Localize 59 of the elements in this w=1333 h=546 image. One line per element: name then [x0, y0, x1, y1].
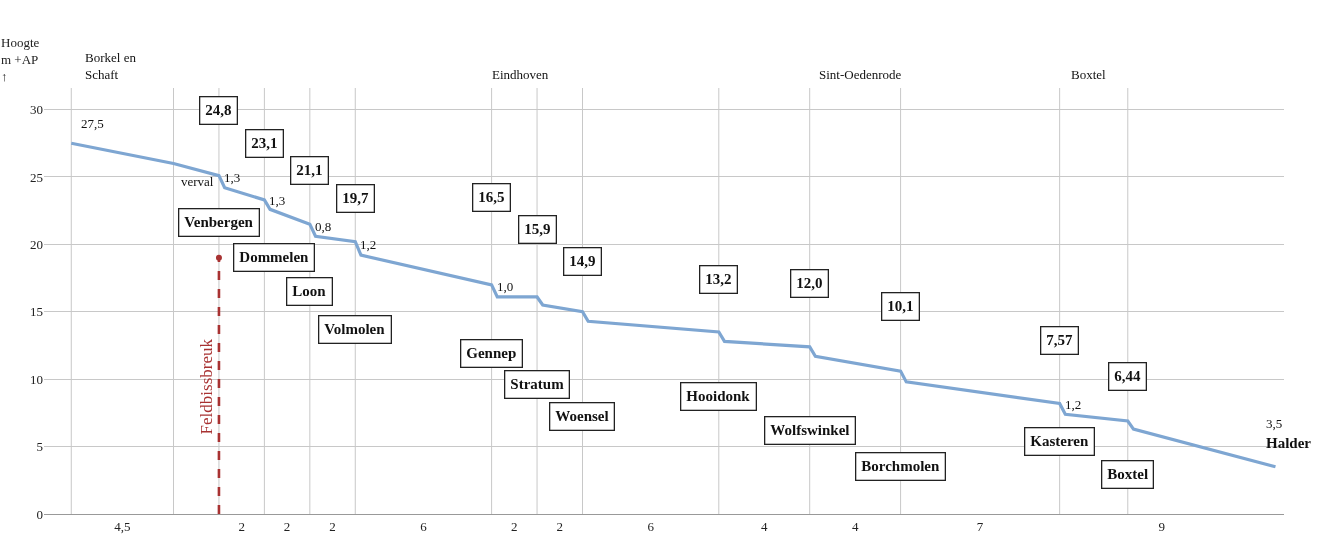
- annotation: 1,2: [360, 237, 377, 252]
- text: Borkel en Schaft: [85, 50, 137, 82]
- y-axis-title: Hoogte m +AP ↑: [1, 35, 40, 84]
- y-tick-label: 5: [36, 439, 43, 455]
- annotation: 0,8: [315, 219, 332, 234]
- x-tick-label: 6: [420, 518, 428, 534]
- x-tick-label: 4,5: [114, 518, 131, 534]
- annotation: 27,5: [81, 116, 104, 131]
- annotation: 10,1: [887, 298, 914, 315]
- annotation: 1,3: [224, 170, 241, 185]
- annotation: 1,2: [1065, 397, 1082, 412]
- x-tick-label: 2: [329, 518, 336, 534]
- annotation: 16,5: [478, 189, 505, 206]
- annotation: 3,5: [1266, 416, 1283, 431]
- x-tick-label: 2: [238, 518, 245, 534]
- annotation: 6,44: [1114, 368, 1142, 385]
- annotation: 7,57: [1046, 332, 1074, 349]
- x-tick-label: 4: [761, 518, 769, 534]
- text: Sint-Oedenrode: [819, 67, 902, 82]
- x-tick-label: 4: [851, 518, 859, 534]
- y-tick-label: 20: [30, 236, 43, 252]
- annotation: Halder: [1266, 435, 1312, 451]
- annotation: 15,9: [524, 221, 551, 238]
- annotation: Kasteren: [1030, 433, 1089, 450]
- annotation: Loon: [292, 283, 327, 300]
- annotation: Boxtel: [1107, 466, 1149, 483]
- y-tick-label: 25: [30, 169, 43, 185]
- annotation: 12,0: [796, 275, 823, 292]
- x-tick-label: 2: [283, 518, 291, 534]
- x-tick-label: 2: [556, 518, 564, 534]
- text: Boxtel: [1071, 67, 1107, 82]
- annotation: 14,9: [569, 253, 596, 270]
- annotation: Wolfswinkel: [770, 422, 850, 439]
- y-tick-label: 15: [30, 304, 43, 320]
- annotation: 1,3: [269, 193, 286, 208]
- annotation: Woensel: [555, 408, 609, 425]
- annotation: Venbergen: [184, 214, 254, 231]
- annotation: 21,1: [296, 162, 323, 179]
- y-tick-label: 30: [30, 102, 43, 118]
- annotation: verval: [181, 174, 214, 189]
- y-tick-label: 0: [36, 506, 43, 522]
- annotation: Volmolen: [324, 321, 386, 338]
- annotation: Stratum: [510, 376, 565, 393]
- annotation: Borchmolen: [861, 458, 941, 475]
- x-tick-label: 6: [647, 518, 655, 534]
- text: Eindhoven: [492, 67, 549, 82]
- x-tick-label: 2: [511, 518, 518, 534]
- annotation: 13,2: [705, 271, 732, 288]
- x-tick-label: 9: [1158, 518, 1166, 534]
- annotation: 24,8: [205, 102, 232, 119]
- annotation: 1,0: [497, 279, 514, 294]
- text: Feldbissbreuk: [196, 338, 216, 435]
- annotation: 19,7: [342, 190, 370, 207]
- y-tick-label: 10: [30, 371, 43, 387]
- annotation: Dommelen: [239, 249, 310, 266]
- annotation: Gennep: [466, 345, 517, 362]
- x-tick-label: 7: [976, 518, 984, 534]
- annotation: Hooidonk: [686, 388, 751, 405]
- annotation: 23,1: [251, 135, 278, 152]
